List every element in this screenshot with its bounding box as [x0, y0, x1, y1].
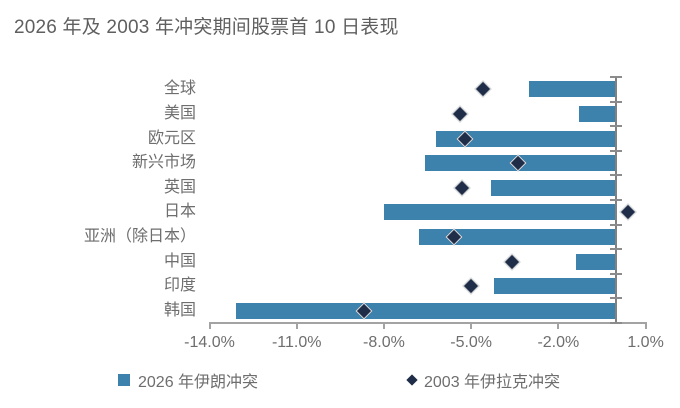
- category-axis-tick: [609, 100, 622, 103]
- legend-label-2003: 2003 年伊拉克冲突: [424, 374, 561, 391]
- bar-4: [491, 179, 617, 196]
- x-tick-label: -8.0%: [363, 334, 405, 351]
- diamond-7: [503, 253, 521, 270]
- category-label: 欧元区: [147, 129, 196, 147]
- bar-9: [235, 302, 617, 319]
- legend-label-2026: 2026 年伊朗冲突: [138, 374, 259, 391]
- category-label: 全球: [163, 80, 196, 98]
- legend-item-2026-iran: 2026 年伊朗冲突: [118, 369, 258, 391]
- category-axis-tick: [609, 149, 622, 152]
- category-axis-tick: [609, 76, 622, 78]
- x-tick-label: -2.0%: [537, 334, 580, 351]
- bar-6: [418, 228, 617, 245]
- x-tick-label: -11.0%: [271, 334, 322, 351]
- diamond-8: [462, 277, 480, 295]
- x-tick-label: -14.0%: [184, 334, 235, 351]
- x-axis-tick: [644, 322, 647, 329]
- diamond-4: [453, 179, 471, 197]
- x-axis-tick: [470, 322, 473, 329]
- legend-item-2003-iraq: 2003 年伊拉克冲突: [406, 369, 561, 391]
- category-axis-tick: [609, 322, 622, 324]
- legend-square-icon: [118, 374, 130, 386]
- category-axis-tick: [609, 125, 622, 128]
- category-axis-tick: [609, 174, 622, 177]
- category-label: 日本: [163, 203, 196, 221]
- bar-8: [494, 278, 617, 295]
- category-axis-tick: [609, 248, 622, 251]
- diamond-0: [474, 80, 492, 98]
- x-tick-label: 1.0%: [627, 334, 664, 351]
- bar-2: [436, 130, 617, 147]
- x-axis-tick: [208, 322, 211, 329]
- diamond-5: [619, 203, 637, 221]
- category-axis-tick: [609, 297, 622, 300]
- x-axis-tick: [557, 322, 560, 329]
- category-axis-tick: [609, 199, 622, 201]
- legend: 2026 年伊朗冲突 2003 年伊拉克冲突: [0, 369, 680, 391]
- legend-diamond-icon: [406, 374, 418, 386]
- category-label: 美国: [163, 104, 196, 122]
- x-tick-label: -5.0%: [450, 334, 493, 351]
- category-label: 印度: [163, 277, 196, 295]
- x-axis-line: [208, 322, 647, 324]
- bar-5: [383, 204, 617, 221]
- chart-title: 2026 年及 2003 年冲突期间股票首 10 日表现: [14, 17, 399, 38]
- bar-7: [575, 253, 617, 270]
- x-axis-tick: [382, 322, 385, 329]
- category-label: 中国: [163, 252, 196, 270]
- category-label: 亚洲（除日本）: [83, 227, 196, 245]
- bar-1: [578, 105, 617, 122]
- category-label: 韩国: [163, 301, 196, 319]
- diamond-1: [451, 105, 469, 123]
- category-axis-tick: [609, 223, 622, 226]
- category-label: 英国: [163, 178, 196, 196]
- category-label: 新兴市场: [131, 154, 196, 172]
- category-axis-tick: [609, 272, 622, 275]
- bar-0: [529, 81, 617, 98]
- x-axis-tick: [295, 322, 298, 329]
